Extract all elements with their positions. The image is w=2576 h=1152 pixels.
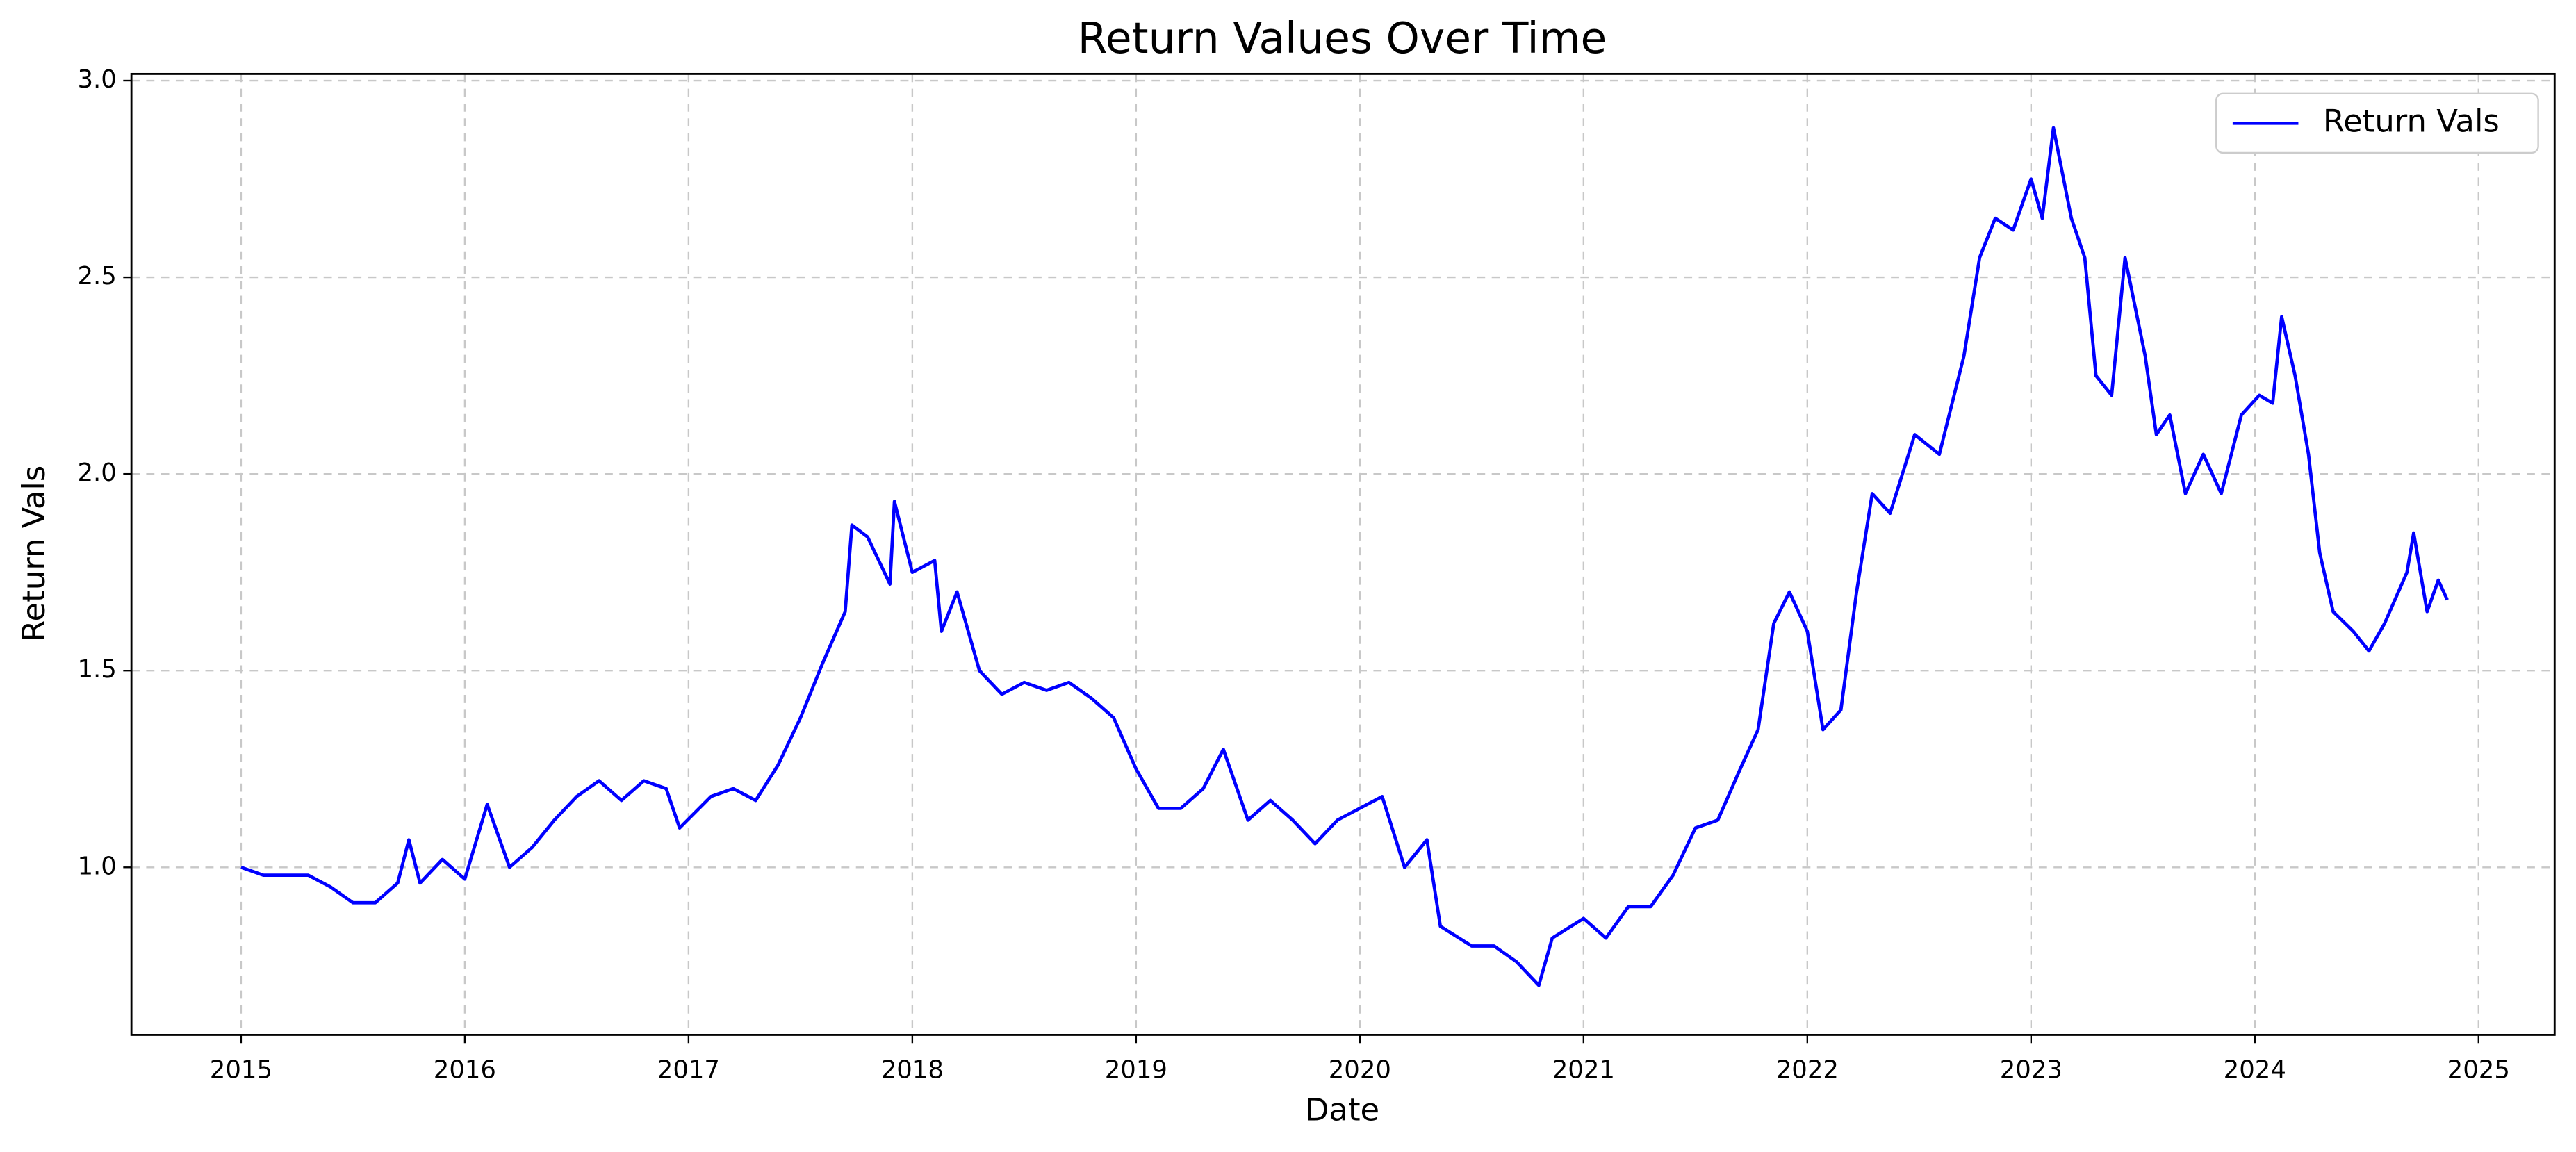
legend-box	[2215, 92, 2539, 154]
x-tick-label: 2015	[210, 1055, 272, 1084]
x-tick-label: 2020	[1329, 1055, 1391, 1084]
x-tick-label: 2023	[2000, 1055, 2062, 1084]
x-tick-label: 2024	[2224, 1055, 2286, 1084]
x-tick-label: 2021	[1552, 1055, 1615, 1084]
data-line	[240, 126, 2449, 987]
y-tick-label: 1.5	[77, 655, 116, 684]
x-tick-label: 2022	[1776, 1055, 1839, 1084]
x-tick-label: 2017	[657, 1055, 720, 1084]
y-tick-label: 2.5	[77, 262, 116, 290]
x-tick-label: 2018	[881, 1055, 944, 1084]
y-tick-label: 3.0	[77, 65, 116, 94]
x-tick-label: 2016	[434, 1055, 496, 1084]
y-tick-label: 2.0	[77, 459, 116, 487]
y-tick-label: 1.0	[77, 852, 116, 880]
x-tick-label: 2025	[2447, 1055, 2510, 1084]
plot-frame	[130, 72, 2556, 1036]
chart-title: Return Values Over Time	[1078, 14, 1607, 63]
x-tick-label: 2019	[1105, 1055, 1167, 1084]
legend-label: Return Vals	[2323, 102, 2500, 139]
x-axis-label: Date	[1305, 1092, 1379, 1128]
y-axis-label: Return Vals	[15, 466, 52, 642]
